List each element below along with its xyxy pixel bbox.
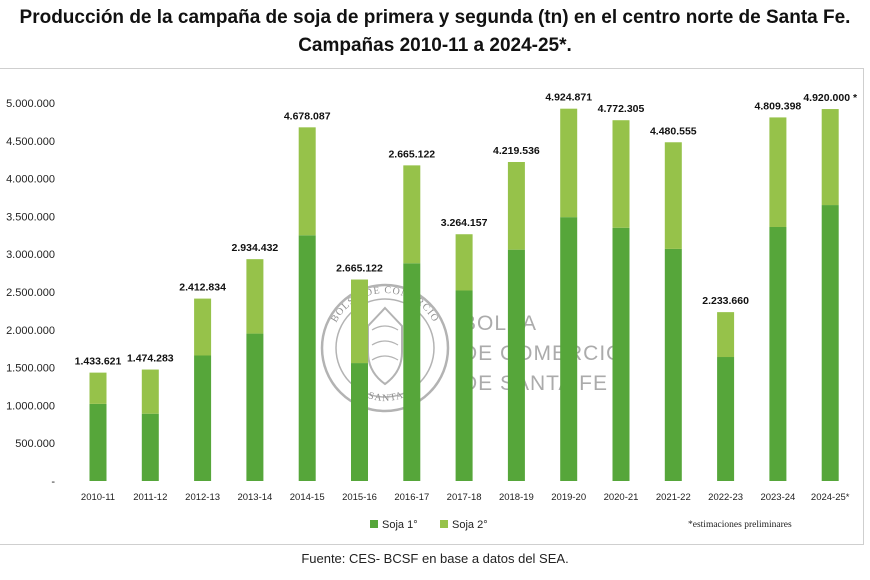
y-tick-label: 1.500.000 — [6, 363, 55, 375]
data-label: 4.678.087 — [284, 110, 331, 122]
x-tick-label: 2012-13 — [185, 492, 220, 503]
data-label: 3.264.157 — [441, 217, 488, 229]
chart-note: *estimaciones preliminares — [688, 520, 792, 530]
bar-soja1 — [246, 333, 264, 481]
data-label: 2.934.432 — [232, 242, 279, 254]
x-tick-label: 2024-25* — [811, 492, 850, 503]
bar-soja1 — [89, 403, 107, 481]
bar-soja2 — [403, 165, 421, 264]
x-tick-label: 2016-17 — [394, 492, 429, 503]
x-tick-label: 2013-14 — [237, 492, 272, 503]
bar-soja1 — [194, 355, 212, 481]
y-tick-label: 4.500.000 — [6, 136, 55, 148]
y-tick-label: 2.000.000 — [6, 325, 55, 337]
bar-soja2 — [455, 234, 473, 291]
bars — [89, 108, 839, 481]
chart-title-line1: Producción de la campaña de soja de prim… — [19, 7, 851, 28]
x-axis: 2010-11 2011-12 2012-13 2013-14 2014-15 2015-… — [81, 492, 850, 503]
bar-soja2 — [560, 108, 578, 218]
bar-soja2 — [821, 109, 839, 206]
data-label: 4.480.555 — [650, 125, 697, 137]
data-label: 4.920.000 * — [803, 92, 858, 104]
chart-frame — [0, 68, 864, 545]
legend: Soja 1° Soja 2° — [370, 519, 488, 531]
bar-soja1 — [403, 263, 421, 481]
bar-soja1 — [612, 227, 630, 481]
data-labels: 1.433.621 1.474.283 2.412.834 2.934.432 4.67… — [75, 92, 858, 368]
bar-soja2 — [298, 127, 316, 236]
y-tick-label: - — [51, 476, 55, 488]
y-tick-label: 2.500.000 — [6, 287, 55, 299]
x-tick-label: 2021-22 — [656, 492, 691, 503]
data-label: 4.809.398 — [755, 100, 802, 112]
bar-soja2 — [194, 298, 212, 356]
data-label: 2.665.122 — [388, 148, 435, 160]
bar-soja1 — [298, 235, 316, 481]
data-label: 1.474.283 — [127, 353, 174, 365]
bar-soja1 — [821, 205, 839, 481]
y-tick-label: 500.000 — [15, 438, 55, 450]
source-note: Fuente: CES- BCSF en base a datos del SE… — [301, 551, 569, 566]
legend-label-soja1: Soja 1° — [382, 519, 418, 531]
y-tick-label: 3.000.000 — [6, 249, 55, 261]
x-tick-label: 2019-20 — [551, 492, 586, 503]
x-tick-label: 2011-12 — [133, 492, 167, 503]
data-label: 2.412.834 — [179, 282, 226, 294]
legend-swatch-soja2 — [440, 520, 448, 528]
y-tick-label: 1.000.000 — [6, 400, 55, 412]
y-tick-label: 3.500.000 — [6, 211, 55, 223]
bar-soja1 — [351, 363, 368, 481]
data-label: 2.233.660 — [702, 295, 749, 307]
legend-label-soja2: Soja 2° — [452, 519, 488, 531]
bar-soja2 — [769, 117, 787, 227]
x-tick-label: 2023-24 — [760, 492, 795, 503]
bar-soja2 — [89, 372, 107, 404]
y-axis: - 500.000 1.000.000 1.500.000 2.000.000 2.500… — [6, 98, 55, 488]
bar-soja1 — [717, 357, 735, 481]
bar-soja2 — [612, 120, 630, 228]
data-label: 1.433.621 — [75, 356, 122, 368]
chart-title-line2: Campañas 2010-11 a 2024-25*. — [298, 35, 572, 56]
bar-soja1 — [664, 248, 682, 481]
watermark-line1: BOLSA — [462, 312, 537, 335]
data-label: 2.665.122 — [336, 263, 383, 275]
bar-soja1 — [455, 290, 473, 481]
x-tick-label: 2017-18 — [447, 492, 482, 503]
x-tick-label: 2018-19 — [499, 492, 534, 503]
watermark-line2: DE COMERCIO — [462, 342, 624, 365]
x-tick-label: 2020-21 — [604, 492, 639, 503]
data-label: 4.219.536 — [493, 145, 540, 157]
x-tick-label: 2015-16 — [342, 492, 377, 503]
bar-soja1 — [507, 249, 525, 481]
data-label: 4.772.305 — [598, 103, 645, 115]
bar-soja2 — [717, 312, 735, 358]
x-tick-label: 2010-11 — [81, 492, 115, 503]
data-label: 4.924.871 — [545, 92, 592, 104]
bar-soja2 — [246, 259, 264, 334]
y-tick-label: 4.000.000 — [6, 174, 55, 186]
x-tick-label: 2014-15 — [290, 492, 325, 503]
bar-soja1 — [141, 413, 159, 481]
watermark-line3: DE SANTA FE — [462, 372, 608, 395]
bar-soja1 — [560, 217, 578, 481]
bar-soja2 — [664, 142, 682, 249]
bar-soja2 — [141, 369, 159, 414]
bar-soja2 — [507, 162, 525, 250]
bar-soja2 — [351, 279, 368, 364]
bar-soja1 — [769, 226, 787, 481]
chart-canvas: BOLSA DE COMERCIO DE SANTA FE BOLSA DE C… — [6, 92, 858, 531]
x-tick-label: 2022-23 — [708, 492, 743, 503]
legend-swatch-soja1 — [370, 520, 378, 528]
y-tick-label: 5.000.000 — [6, 98, 55, 110]
